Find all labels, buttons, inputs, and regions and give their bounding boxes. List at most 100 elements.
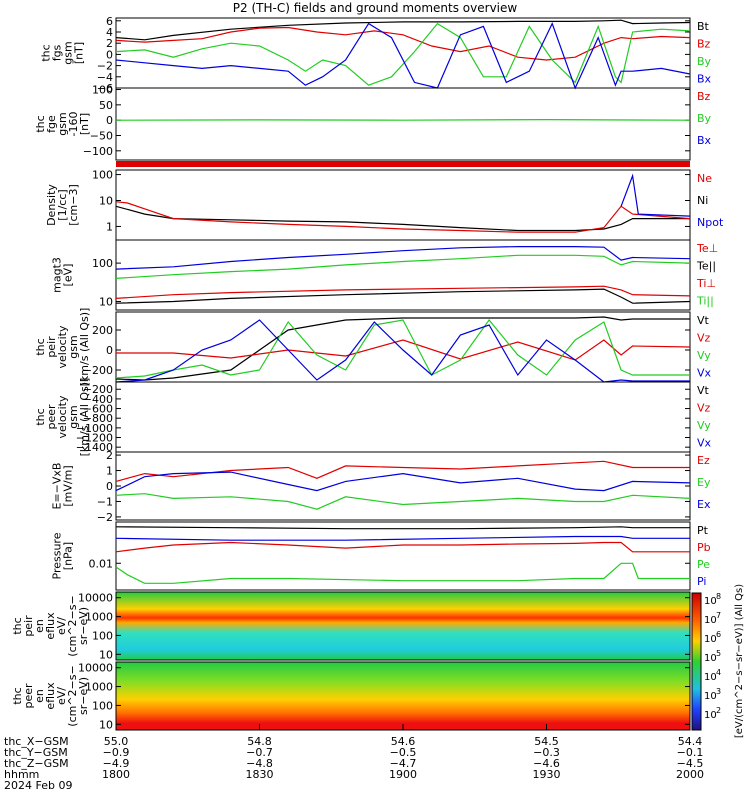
legend-Vt: Vt: [697, 314, 710, 327]
y-axis-label: Pressure: [51, 532, 64, 579]
y-tick-label: 0: [106, 48, 113, 61]
y-axis-label: (cm^2−s−: [66, 595, 79, 656]
x-row-label: thc_Z−GSM: [4, 757, 69, 770]
y-axis-label: eflux: [44, 682, 57, 710]
legend-Bx: Bx: [697, 73, 712, 86]
series-Ti||: [115, 254, 691, 279]
legend-By: By: [697, 112, 712, 125]
legend-Ti⊥: Ti⊥: [696, 277, 716, 290]
colorbar-tick-exponent: 4: [716, 668, 721, 677]
y-axis-label: thc: [11, 617, 24, 634]
legend-Ez: Ez: [697, 454, 710, 467]
legend-Pe: Pe: [697, 558, 710, 571]
y-axis-label: fge: [45, 115, 58, 133]
colorbar-tick-label: 10: [704, 710, 717, 721]
y-axis-label: Density: [45, 184, 58, 226]
x-tick-label: −4.5: [677, 757, 704, 770]
x-tick-label: 54.5: [534, 735, 559, 748]
series-Pb: [115, 541, 690, 553]
y-tick-label: −1400: [76, 441, 113, 454]
y-axis-label: [nT]: [73, 42, 86, 64]
y-tick-label: 0: [106, 344, 113, 357]
y-tick-label: 100: [92, 257, 113, 270]
y-axis-label: en: [33, 619, 46, 633]
y-tick-label: 0.01: [89, 557, 114, 570]
legend-Te||: Te||: [696, 260, 716, 273]
divider-band: [116, 161, 690, 167]
y-axis-label: [1/cc]: [56, 189, 69, 220]
y-tick-label: 100: [92, 699, 113, 712]
x-tick-label: −0.5: [390, 746, 417, 759]
x-tick-label: −0.3: [533, 746, 560, 759]
y-tick-label: 200: [92, 324, 113, 337]
y-axis-label: eV/: [55, 617, 68, 635]
series-Vz: [116, 339, 691, 361]
legend-Vy: Vy: [697, 419, 711, 432]
x-tick-label: 1800: [102, 768, 130, 781]
y-tick-label: 2: [106, 449, 113, 462]
y-tick-label: −200: [83, 364, 113, 377]
series-Pi: [115, 535, 690, 541]
spectrogram-peir_eflux: [116, 592, 690, 660]
x-tick-label: 1830: [246, 768, 274, 781]
y-axis-label: eV/: [55, 687, 68, 705]
y-axis-label: sr−eV): [77, 677, 90, 715]
colorbar-tick-exponent: 6: [716, 630, 721, 639]
legend-Ey: Ey: [697, 476, 711, 489]
y-tick-label: 1: [106, 220, 113, 233]
y-tick-label: −6: [97, 82, 113, 95]
y-tick-label: 10000: [78, 592, 113, 605]
y-tick-label: 10000: [78, 662, 113, 675]
y-tick-label: −2: [97, 60, 113, 73]
y-axis-label: fgs: [51, 44, 64, 61]
legend-Pb: Pb: [697, 541, 711, 554]
y-tick-label: −200: [83, 383, 113, 396]
spectrogram-peer_eflux: [116, 662, 690, 730]
y-axis-label: thc: [34, 338, 47, 355]
x-tick-label: 54.8: [247, 735, 272, 748]
series-Bx: [115, 22, 691, 90]
x-tick-label: −0.7: [246, 746, 273, 759]
legend-Pt: Pt: [697, 524, 709, 537]
figure-title: P2 (TH-C) fields and ground moments over…: [232, 1, 518, 15]
x-tick-label: 1930: [533, 768, 561, 781]
y-tick-label: 0: [106, 114, 113, 127]
y-tick-label: 100: [92, 169, 113, 182]
legend-Vz: Vz: [697, 332, 711, 345]
y-axis-label: E=−VxB: [51, 463, 64, 510]
y-tick-label: 2: [106, 37, 113, 50]
series-Bz: [115, 26, 691, 61]
series-Vy: [115, 319, 690, 379]
legend-Ex: Ex: [697, 498, 711, 511]
y-axis-label: velocity: [56, 325, 69, 368]
x-tick-label: 1900: [389, 768, 417, 781]
y-tick-label: 100: [92, 84, 113, 97]
y-tick-label: −400: [83, 393, 113, 406]
legend-Te⊥: Te⊥: [696, 242, 718, 255]
y-tick-label: 10: [99, 648, 113, 661]
series-Npot: [620, 173, 691, 217]
series-Pe: [115, 562, 690, 584]
y-tick-label: 10: [99, 718, 113, 731]
y-tick-label: 0: [106, 480, 113, 493]
y-axis-label: sr−eV): [77, 607, 90, 645]
y-axis-label: -160: [67, 112, 80, 137]
series-Vt: [115, 316, 690, 381]
legend-Npot: Npot: [697, 216, 724, 229]
y-axis-label: thc: [34, 115, 47, 132]
x-tick-label: −0.9: [103, 746, 130, 759]
y-tick-label: 100: [92, 629, 113, 642]
legend-Ne: Ne: [697, 172, 712, 185]
x-tick-label: 2000: [676, 768, 704, 781]
y-tick-label: 6: [106, 15, 113, 28]
series-Pt: [115, 526, 690, 530]
colorbar-tick-exponent: 2: [716, 706, 721, 715]
y-axis-label: [nT]: [78, 113, 91, 135]
y-tick-label: 1: [106, 465, 113, 478]
y-axis-label: peer: [45, 404, 58, 430]
legend-Vx: Vx: [697, 367, 712, 380]
y-tick-label: −1: [97, 495, 113, 508]
y-axis-label: (cm^2−s−: [66, 665, 79, 726]
x-row-label: thc_X−GSM: [4, 735, 69, 748]
colorbar-label: [eV/(cm^2−s−sr−eV)] (All Qs): [734, 584, 745, 738]
